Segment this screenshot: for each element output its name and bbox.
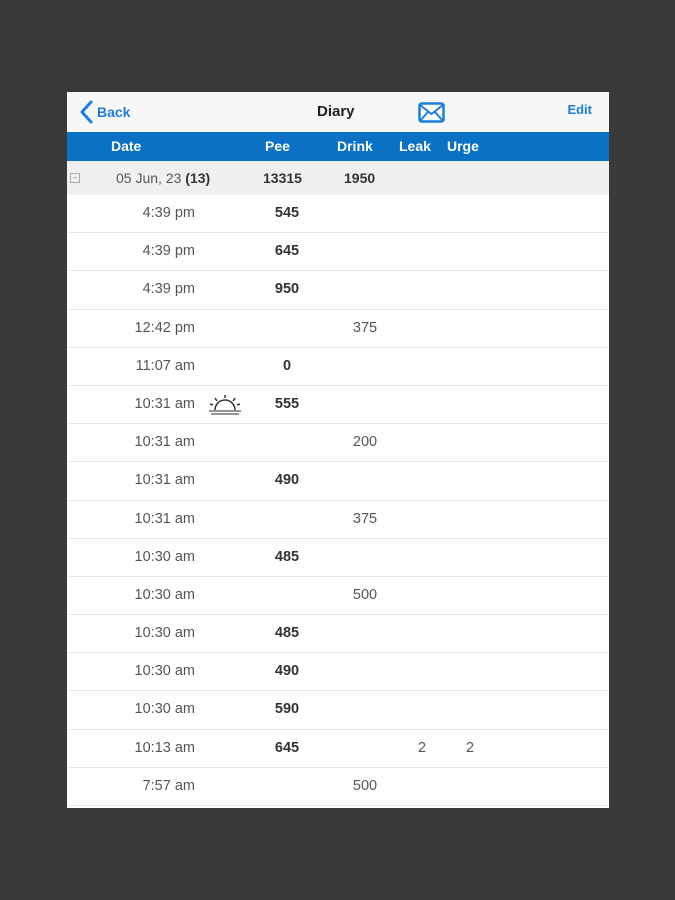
entry-time: 10:31 am [134, 434, 195, 451]
entry-time: 10:30 am [134, 663, 195, 680]
entry-drink: 500 [352, 777, 378, 794]
table-row[interactable]: 4:39 pm 545 [67, 195, 609, 234]
column-date[interactable]: Date [111, 138, 142, 154]
entry-pee: 555 [274, 395, 300, 412]
column-header: Date Pee Drink Leak Urge [67, 132, 609, 161]
entry-list: 4:39 pm 545 4:39 pm 645 4:39 pm 950 12:42 pm 37… [67, 195, 609, 806]
entry-pee: 590 [274, 701, 300, 718]
table-row[interactable]: 10:30 am 485 [67, 539, 609, 577]
envelope-icon[interactable] [418, 102, 445, 123]
back-button[interactable]: Back [79, 100, 130, 124]
entry-time: 12:42 pm [134, 319, 195, 336]
diary-screen: Back Diary Edit Date Pee Drink Leak Urge… [67, 92, 609, 808]
entry-time: 10:31 am [134, 510, 195, 527]
entry-pee: 490 [274, 663, 300, 680]
entry-pee: 485 [274, 625, 300, 642]
column-leak[interactable]: Leak [399, 138, 431, 154]
table-row[interactable]: 10:31 am 490 [67, 462, 609, 501]
nav-bar: Back Diary Edit [67, 92, 609, 132]
entry-drink: 500 [352, 586, 378, 603]
collapse-icon[interactable]: − [70, 173, 80, 183]
table-row[interactable]: 4:39 pm 950 [67, 271, 609, 310]
table-row[interactable]: 10:30 am 485 [67, 615, 609, 654]
table-row[interactable]: 7:57 am 500 [67, 768, 609, 806]
entry-time: 10:13 am [134, 739, 195, 756]
entry-leak: 2 [417, 739, 427, 756]
sunrise-icon [209, 394, 241, 415]
entry-pee: 545 [274, 205, 300, 221]
page-title: Diary [317, 103, 355, 120]
table-row[interactable]: 10:30 am 500 [67, 577, 609, 616]
entry-time: 10:30 am [134, 625, 195, 642]
group-count: (13) [185, 170, 211, 186]
table-row[interactable]: 11:07 am 0 [67, 348, 609, 386]
entry-drink: 375 [352, 319, 378, 336]
entry-pee: 950 [274, 281, 300, 298]
entry-pee: 645 [274, 243, 300, 260]
chevron-left-icon [80, 100, 93, 124]
entry-time: 4:39 pm [142, 205, 195, 221]
entry-time: 10:30 am [134, 586, 195, 603]
entry-pee: 0 [282, 357, 292, 374]
table-row[interactable]: 10:30 am 490 [67, 653, 609, 692]
entry-drink: 200 [352, 434, 378, 451]
entry-time: 7:57 am [142, 777, 195, 794]
table-row[interactable]: 10:31 am 200 [67, 424, 609, 463]
entry-time: 10:30 am [134, 701, 195, 718]
entry-drink: 375 [352, 510, 378, 527]
column-urge[interactable]: Urge [447, 138, 479, 154]
entry-urge: 2 [465, 739, 475, 756]
entry-time: 11:07 am [135, 357, 195, 374]
entry-time: 10:30 am [134, 548, 195, 565]
table-row[interactable]: 10:31 am 555 [67, 386, 609, 425]
table-row[interactable]: 12:42 pm 375 [67, 310, 609, 348]
back-label: Back [97, 104, 131, 120]
table-row[interactable]: 10:30 am 590 [67, 691, 609, 730]
table-row[interactable]: 10:31 am 375 [67, 501, 609, 539]
entry-pee: 645 [274, 739, 300, 756]
group-pee-total: 13315 [263, 170, 302, 186]
entry-time: 10:31 am [134, 395, 195, 412]
table-row[interactable]: 4:39 pm 645 [67, 233, 609, 272]
day-group-header[interactable]: − 05 Jun, 23 (13) 13315 1950 [67, 161, 609, 195]
edit-button[interactable]: Edit [567, 102, 592, 117]
entry-time: 4:39 pm [142, 281, 195, 298]
table-row[interactable]: 10:13 am 645 2 2 [67, 730, 609, 768]
entry-pee: 485 [274, 548, 300, 565]
column-pee[interactable]: Pee [265, 138, 290, 154]
group-drink-total: 1950 [344, 170, 376, 186]
entry-pee: 490 [274, 472, 300, 489]
column-drink[interactable]: Drink [337, 138, 373, 154]
entry-time: 10:31 am [134, 472, 195, 489]
entry-time: 4:39 pm [142, 243, 195, 260]
group-date: 05 Jun, 23 (13) [116, 170, 211, 186]
